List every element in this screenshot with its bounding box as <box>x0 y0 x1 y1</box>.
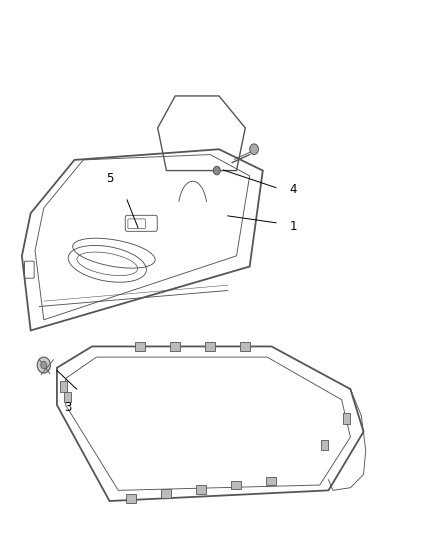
Bar <box>161 489 171 498</box>
Bar <box>266 477 276 485</box>
Text: 3: 3 <box>64 401 71 414</box>
Text: 4: 4 <box>290 183 297 196</box>
Bar <box>60 381 67 392</box>
Bar <box>321 440 328 450</box>
Bar <box>135 342 145 351</box>
Circle shape <box>213 166 220 175</box>
Bar <box>126 494 136 503</box>
Bar <box>196 485 206 494</box>
Circle shape <box>41 361 47 369</box>
Bar <box>240 342 250 351</box>
Bar <box>343 413 350 424</box>
Bar <box>64 392 71 402</box>
Text: 1: 1 <box>290 220 297 233</box>
Circle shape <box>250 144 258 155</box>
Text: 5: 5 <box>106 172 113 185</box>
Bar <box>205 342 215 351</box>
Bar <box>231 481 241 489</box>
Circle shape <box>37 357 50 373</box>
Bar <box>170 342 180 351</box>
